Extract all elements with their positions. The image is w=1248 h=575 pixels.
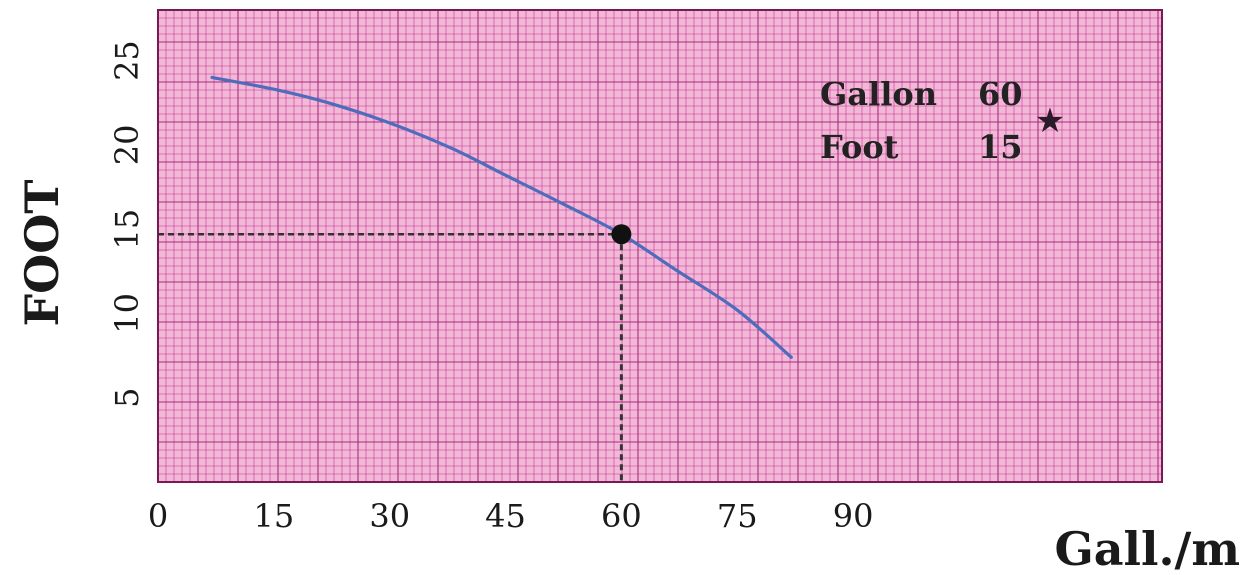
x-tick-label: 60 xyxy=(601,497,642,535)
star-icon: ★ xyxy=(1035,101,1065,141)
pump-curve-line xyxy=(210,75,793,359)
y-tick-label: 25 xyxy=(108,40,146,81)
x-tick-label: 75 xyxy=(717,497,758,535)
chart-marks xyxy=(158,75,793,482)
x-tick-label: 30 xyxy=(369,497,410,535)
x-tick-label: 15 xyxy=(253,497,294,535)
annotation-block: Gallon 60 Foot 15 ★ xyxy=(820,75,1065,166)
plot-border xyxy=(157,9,1163,483)
annotation-gallon-label: Gallon xyxy=(820,75,937,113)
y-axis-ticks: 5 10 15 20 25 xyxy=(108,40,146,408)
annotation-gallon-value: 60 xyxy=(978,75,1023,113)
x-axis-ticks: 0 15 30 45 60 75 90 xyxy=(148,497,874,535)
y-tick-label: 20 xyxy=(108,124,146,165)
y-tick-label: 10 xyxy=(108,293,146,334)
y-tick-label: 5 xyxy=(108,388,146,408)
y-tick-label: 15 xyxy=(108,209,146,250)
grid xyxy=(157,9,1162,483)
y-axis-title: FOOT xyxy=(15,179,69,326)
plot-area xyxy=(158,10,1162,482)
x-tick-label: 90 xyxy=(833,497,874,535)
x-tick-label: 0 xyxy=(148,497,168,535)
x-axis-title: Gall./m xyxy=(1054,522,1240,575)
annotation-foot-label: Foot xyxy=(820,128,899,166)
annotation-foot-value: 15 xyxy=(978,128,1023,166)
operating-point xyxy=(611,224,632,245)
x-tick-label: 45 xyxy=(485,497,526,535)
